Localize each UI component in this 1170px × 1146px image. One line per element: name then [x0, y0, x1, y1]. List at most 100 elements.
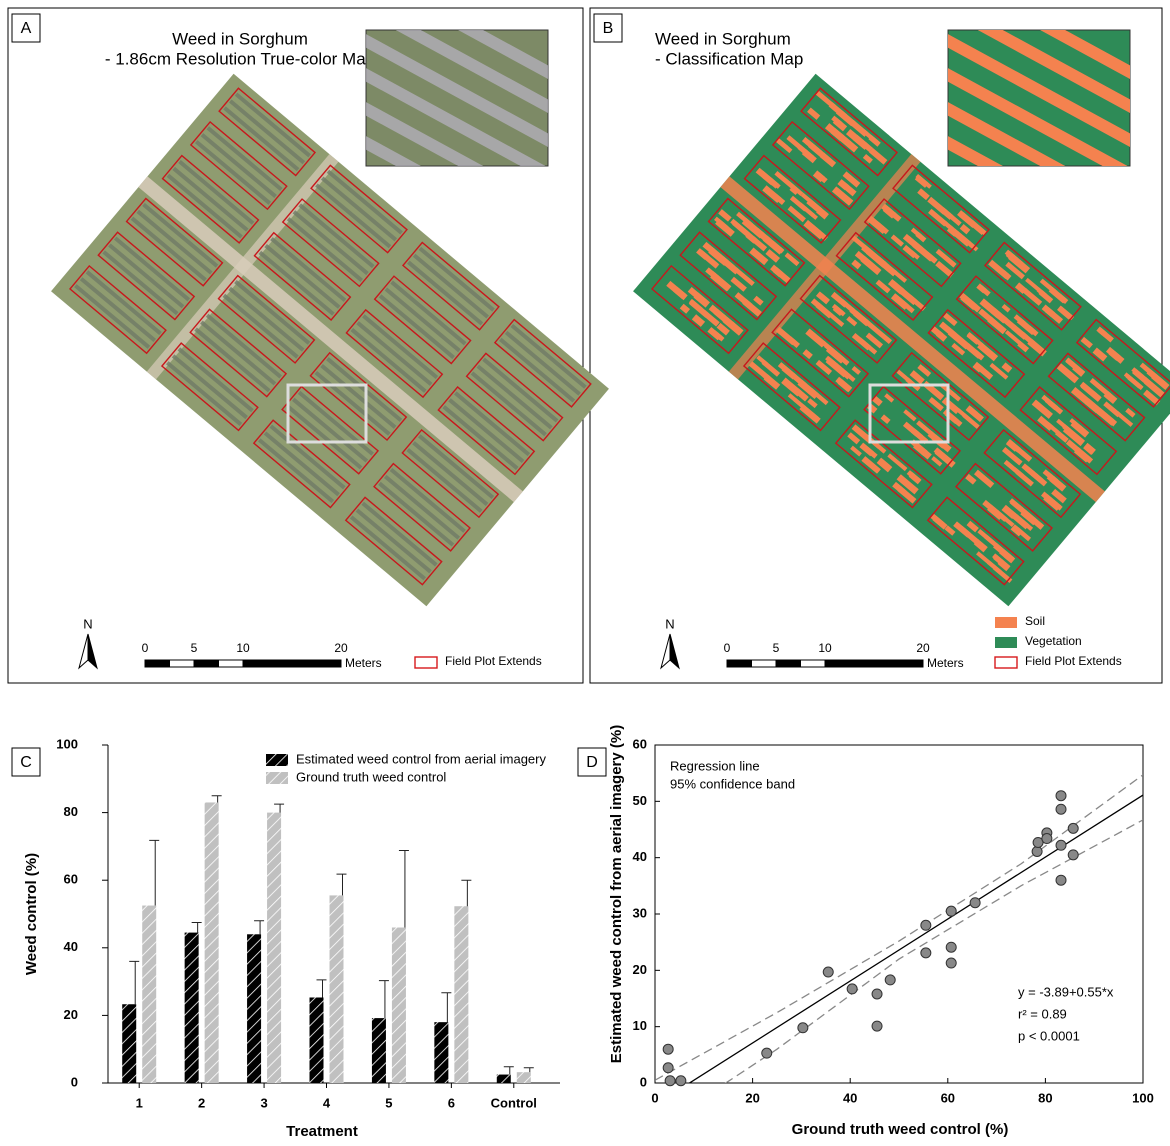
scale-segment: [243, 660, 341, 667]
x-tick-label: 60: [941, 1090, 955, 1105]
bar: [517, 1072, 531, 1083]
error-bar: [337, 874, 347, 895]
x-axis-title: Treatment: [286, 1123, 358, 1140]
bar: [372, 1018, 386, 1083]
data-point: [1032, 846, 1042, 856]
y-axis-title: Estimated weed control from aerial image…: [608, 725, 625, 1063]
legend-swatch: [995, 637, 1017, 648]
error-bar: [317, 980, 327, 998]
y-tick-label: 60: [633, 736, 647, 751]
map-title: Weed in Sorghum: [655, 29, 791, 48]
x-tick-label: 3: [260, 1095, 267, 1110]
y-tick-label: 10: [633, 1018, 647, 1033]
legend-swatch: [266, 754, 288, 766]
map-title: - Classification Map: [655, 49, 803, 68]
data-point: [676, 1076, 686, 1086]
data-point: [798, 1023, 808, 1033]
error-bar: [399, 850, 409, 927]
data-point: [946, 958, 956, 968]
bar: [247, 934, 261, 1083]
data-point: [823, 967, 833, 977]
error-bar: [254, 921, 264, 935]
x-tick-label: 6: [448, 1095, 455, 1110]
scale-segment: [801, 660, 826, 667]
scale-tick-label: 5: [191, 641, 198, 655]
bar: [310, 997, 324, 1083]
error-bar: [129, 961, 139, 1004]
bar: [142, 906, 156, 1083]
north-arrow: [88, 634, 97, 668]
scale-unit: Meters: [345, 656, 382, 670]
error-bar: [379, 981, 389, 1019]
x-tick-label: 20: [745, 1090, 759, 1105]
x-tick-label: 40: [843, 1090, 857, 1105]
y-tick-label: 40: [633, 849, 647, 864]
y-tick-label: 30: [633, 905, 647, 920]
data-point: [872, 989, 882, 999]
north-arrow: [661, 634, 670, 668]
data-point: [1056, 791, 1066, 801]
scale-tick-label: 0: [142, 641, 149, 655]
y-axis-title: Weed control (%): [23, 853, 40, 975]
panel-label: A: [21, 20, 32, 37]
legend-label: Ground truth weed control: [296, 769, 446, 784]
data-point: [885, 975, 895, 985]
bar: [392, 928, 406, 1083]
x-tick-label: 100: [1132, 1090, 1154, 1105]
x-tick-label: 80: [1038, 1090, 1052, 1105]
regression-line: [655, 795, 1143, 1105]
data-point: [1068, 823, 1078, 833]
map-title: Weed in Sorghum: [172, 29, 308, 48]
page: AWeed in Sorghum- 1.86cm Resolution True…: [0, 0, 1170, 1146]
scale-tick-label: 10: [818, 641, 832, 655]
scale-tick-label: 0: [724, 641, 731, 655]
scale-segment: [219, 660, 244, 667]
y-tick-label: 40: [64, 939, 78, 954]
error-bar: [461, 880, 471, 906]
data-point: [1056, 804, 1066, 814]
error-bar: [149, 840, 159, 905]
bar: [454, 906, 468, 1083]
scale-segment: [170, 660, 195, 667]
error-bar: [274, 804, 284, 812]
data-point: [1042, 834, 1052, 844]
bar: [434, 1022, 448, 1083]
error-bar: [441, 993, 451, 1022]
scale-segment: [776, 660, 801, 667]
scale-tick-label: 20: [916, 641, 930, 655]
map-title: - 1.86cm Resolution True-color Map: [105, 49, 375, 68]
scale-segment: [825, 660, 923, 667]
x-tick-label: 0: [651, 1090, 658, 1105]
scale-segment: [194, 660, 219, 667]
north-label: N: [83, 616, 92, 631]
annotation: 95% confidence band: [670, 776, 795, 791]
y-tick-label: 20: [64, 1007, 78, 1022]
annotation: r² = 0.89: [1018, 1006, 1067, 1021]
data-point: [921, 920, 931, 930]
error-bar: [524, 1068, 534, 1072]
error-bar: [212, 796, 222, 803]
x-tick-label: 5: [385, 1095, 392, 1110]
error-bar: [192, 922, 202, 932]
scale-tick-label: 10: [236, 641, 250, 655]
scale-tick-label: 5: [773, 641, 780, 655]
figure: AWeed in Sorghum- 1.86cm Resolution True…: [0, 0, 1170, 1141]
error-bar: [504, 1067, 514, 1075]
legend-swatch: [995, 657, 1017, 668]
x-axis-title: Ground truth weed control (%): [792, 1121, 1009, 1138]
y-tick-label: 0: [640, 1074, 647, 1089]
bar: [205, 802, 219, 1083]
data-point: [946, 906, 956, 916]
y-tick-label: 60: [64, 872, 78, 887]
y-tick-label: 50: [633, 793, 647, 808]
x-tick-label: Control: [491, 1095, 537, 1110]
scale-unit: Meters: [927, 656, 964, 670]
x-tick-label: 1: [136, 1095, 143, 1110]
legend-swatch: [995, 617, 1017, 628]
data-point: [665, 1076, 675, 1086]
bar: [330, 895, 344, 1083]
legend-label: Field Plot Extends: [445, 654, 542, 668]
data-point: [872, 1021, 882, 1031]
data-point: [1068, 850, 1078, 860]
data-point: [946, 942, 956, 952]
